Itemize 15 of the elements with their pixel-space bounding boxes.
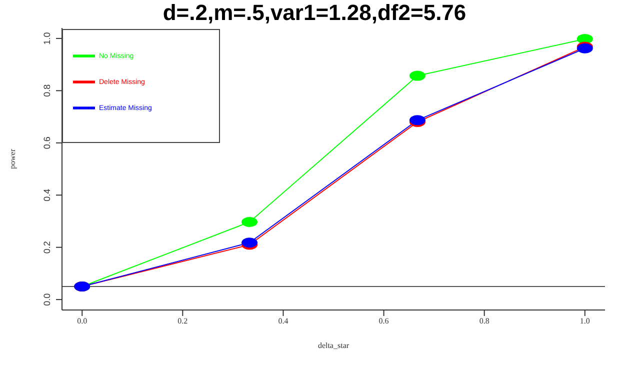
x-axis-title: delta_star: [318, 341, 350, 350]
y-tick-label: 0.8: [42, 84, 52, 97]
y-tick-label: 1.0: [42, 32, 52, 45]
y-tick-label: 0.0: [42, 293, 52, 306]
x-tick-label: 0.6: [378, 316, 389, 326]
y-tick-label: 0.6: [42, 136, 52, 150]
x-tick-label: 0.0: [77, 316, 88, 326]
chart-title: d=.2,m=.5,var1=1.28,df2=5.76: [162, 0, 468, 26]
x-tick-label: 0.2: [178, 316, 188, 326]
y-tick-label: 0.2: [42, 241, 52, 254]
y-tick-label: 0.4: [42, 188, 52, 202]
x-tick-label: 0.8: [479, 316, 490, 326]
x-tick-label: 0.4: [278, 316, 288, 326]
x-tick-label: 1.0: [580, 316, 590, 326]
y-axis-title: power: [8, 148, 17, 169]
